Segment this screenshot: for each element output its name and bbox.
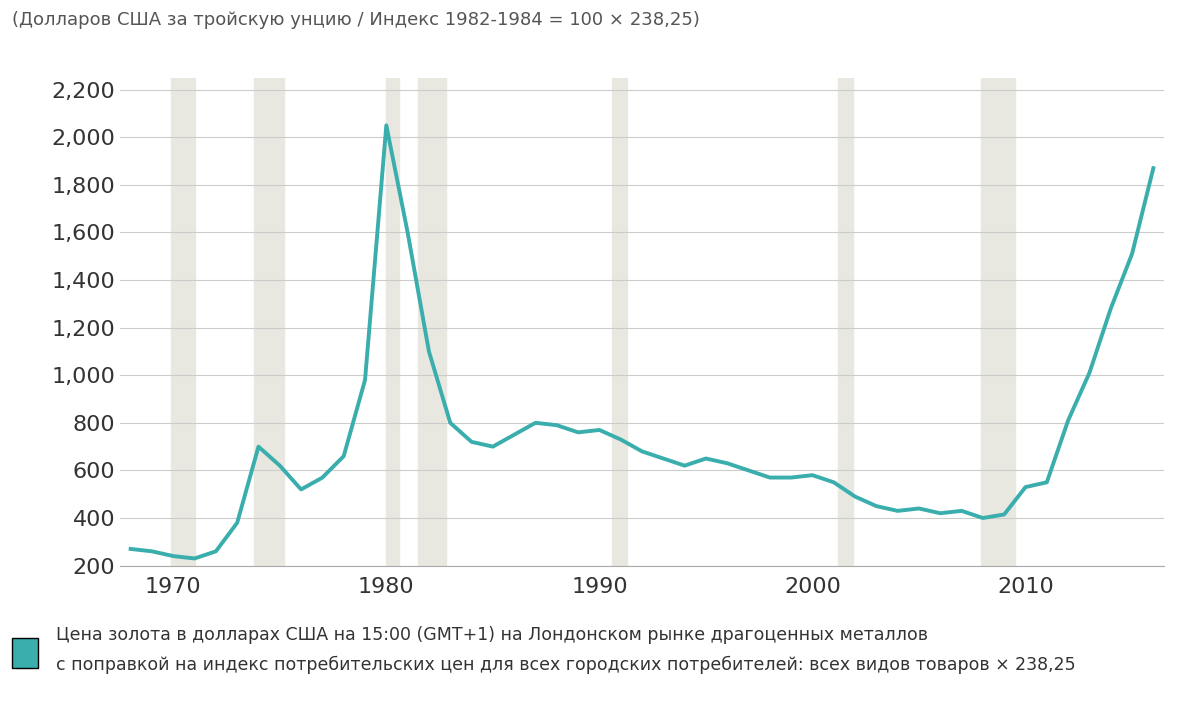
Text: (Долларов США за тройскую унцию / Индекс 1982-1984 = 100 × 238,25): (Долларов США за тройскую унцию / Индекс… [12, 11, 700, 28]
Bar [419, 78, 446, 566]
Bar [838, 78, 853, 566]
Text: Цена золота в долларах США на 15:00 (GMT+1) на Лондонском рынке драгоценных мета: Цена золота в долларах США на 15:00 (GMT… [56, 626, 929, 643]
Bar [172, 78, 194, 566]
Text: с поправкой на индекс потребительских цен для всех городских потребителей: всех : с поправкой на индекс потребительских це… [56, 656, 1076, 674]
Bar [254, 78, 284, 566]
Bar [386, 78, 400, 566]
Bar [612, 78, 628, 566]
Bar [980, 78, 1015, 566]
